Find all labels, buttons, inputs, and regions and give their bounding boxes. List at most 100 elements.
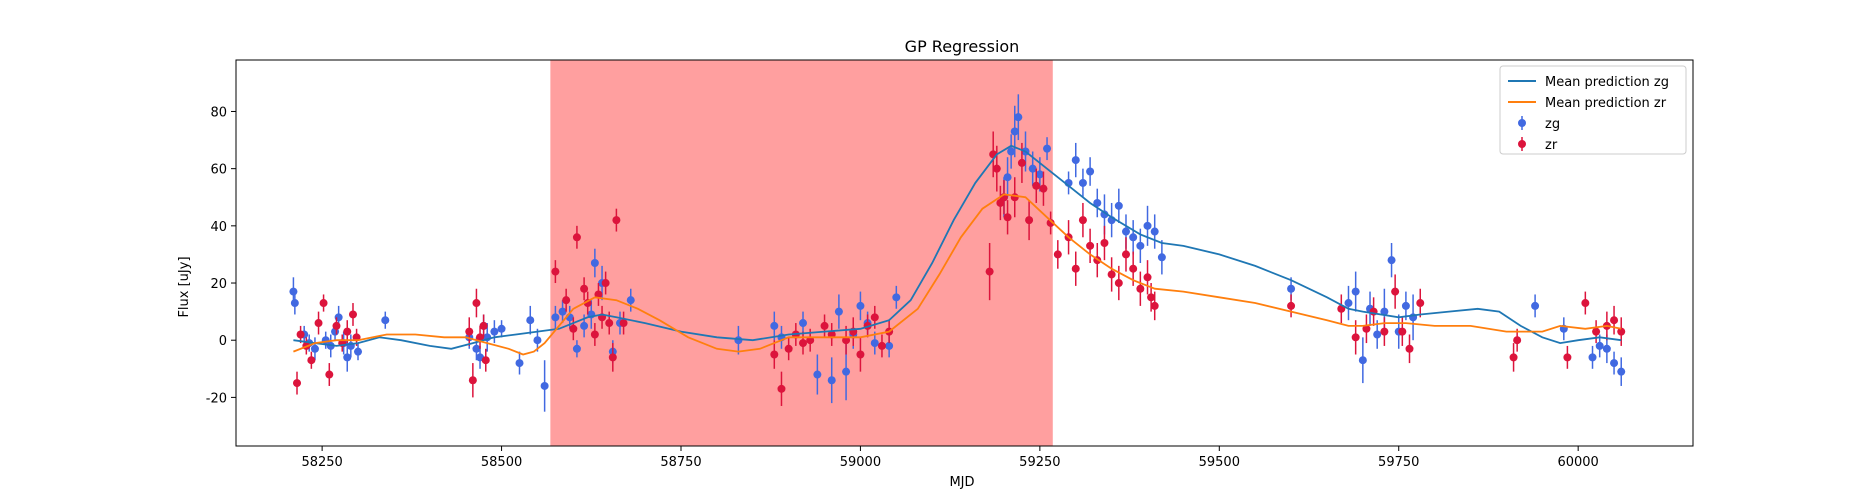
data-point [533,336,542,345]
plot-layer: 58250 58500 58750 59000 59250 59500 59750 60000… [206,59,1694,470]
data-point [777,384,786,393]
data-point [1351,333,1360,342]
data-point [290,299,299,308]
data-point [827,376,836,385]
data-point [1380,327,1389,336]
data-point [770,350,779,359]
data-point [1035,170,1044,179]
data-point [842,336,851,345]
data-point [1129,233,1138,242]
data-point [1617,367,1626,376]
data-point [348,310,357,319]
data-point [1136,284,1145,293]
data-point [472,344,481,353]
legend: Mean prediction zg Mean prediction zr zg zr [1499,65,1687,155]
data-point [558,307,567,316]
data-point [1007,147,1016,156]
data-point [307,356,316,365]
data-point [590,259,599,268]
x-tick-label: 58250 [301,455,342,470]
data-point [319,299,328,308]
data-point [497,324,506,333]
plot-area [289,60,1626,446]
data-point [310,344,319,353]
legend-label: Mean prediction zr [1545,96,1667,111]
data-point [1053,250,1062,259]
data-point [1028,164,1037,173]
y-tick-label: 20 [210,277,227,292]
y-axis-label: Flux [uJy] [177,256,192,317]
data-point [1287,301,1296,310]
data-point [1003,213,1012,222]
data-point [1581,299,1590,308]
data-point [834,307,843,316]
legend-box [1499,65,1687,155]
data-point [1129,264,1138,273]
data-point [1010,193,1019,202]
data-point [526,316,535,325]
data-point [870,313,879,322]
data-point [806,336,815,345]
data-point [1071,264,1080,273]
data-point [1405,344,1414,353]
data-point [580,284,589,293]
data-point [1043,144,1052,153]
data-point [1071,156,1080,165]
data-point [1391,287,1400,296]
data-point [1610,359,1619,368]
data-point [870,339,879,348]
data-point [820,321,829,330]
data-point [1078,216,1087,225]
data-point [1150,301,1159,310]
data-point [381,316,390,325]
series-zr [293,131,1626,406]
data-point [1358,356,1367,365]
data-point [877,341,886,350]
data-point [490,327,499,336]
data-point [1617,327,1626,336]
data-point [540,381,549,390]
data-point [1100,238,1109,247]
data-point [626,296,635,305]
data-point [1003,173,1012,182]
data-point [479,321,488,330]
data-point [734,336,743,345]
data-point [784,344,793,353]
data-point [1046,218,1055,227]
x-tick-label: 60000 [1557,455,1598,470]
data-point [515,359,524,368]
data-point [1602,344,1611,353]
data-point [1610,316,1619,325]
data-point [1563,353,1572,362]
data-point [985,267,994,276]
data-point [1143,273,1152,282]
line-mean-prediction-zg [293,144,1622,350]
data-point [551,313,560,322]
data-point [1398,327,1407,336]
data-point [1114,201,1123,210]
data-point [468,376,477,385]
x-tick-label: 59500 [1199,455,1240,470]
data-point [481,356,490,365]
chart-title: GP Regression [905,37,1020,56]
x-axis-label: MJD [949,475,974,490]
data-point [1387,256,1396,265]
data-point [799,339,808,348]
data-point [314,319,323,328]
legend-point-swatch [1518,119,1526,127]
data-point [1344,299,1353,308]
x-tick-label: 59250 [1019,455,1060,470]
data-point [1078,178,1087,187]
data-point [1147,293,1156,302]
data-point [1121,227,1130,236]
data-point [885,341,894,350]
data-point [856,350,865,359]
data-point [1362,324,1371,333]
data-point [992,164,1001,173]
shaded-region [550,60,1053,446]
data-point [1143,221,1152,230]
data-point [325,370,334,379]
data-point [608,353,617,362]
data-point [842,367,851,376]
